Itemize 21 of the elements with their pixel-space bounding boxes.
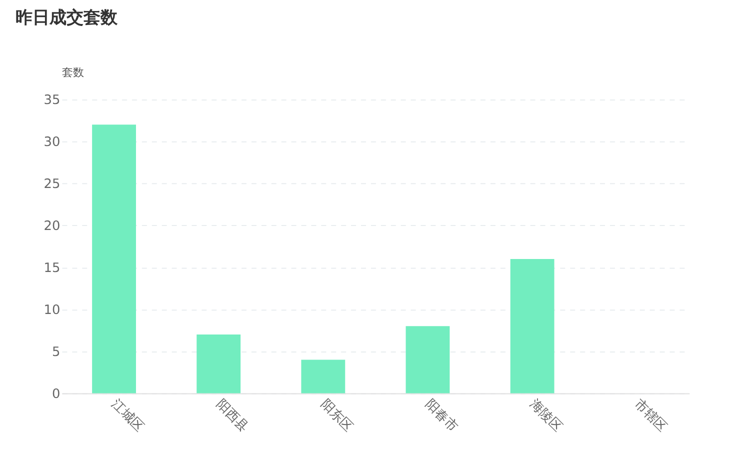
- x-tick-label: 阳西县: [212, 396, 252, 435]
- y-axis-title: 套数: [62, 66, 84, 80]
- bar: [510, 258, 554, 394]
- y-tick-label: 10: [44, 302, 60, 318]
- x-tick-label: 阳春市: [422, 396, 460, 435]
- y-tick-label: 5: [52, 344, 60, 360]
- y-tick-label: 15: [44, 260, 60, 276]
- y-tick-label: 25: [44, 176, 60, 192]
- x-tick-label: 市辖区: [631, 396, 670, 435]
- y-tick-label: 0: [52, 386, 60, 402]
- x-tick-label: 江城区: [108, 396, 147, 435]
- x-tick-label: 阳东区: [318, 396, 356, 435]
- chart-title: 昨日成交套数: [15, 6, 118, 27]
- y-tick-label: 30: [44, 134, 60, 150]
- bar: [301, 360, 346, 394]
- bar: [406, 326, 450, 394]
- bar: [196, 334, 241, 394]
- y-tick-label: 20: [44, 218, 60, 234]
- x-tick-label: 海陵区: [526, 396, 565, 435]
- y-tick-label: 35: [44, 92, 60, 108]
- bar: [92, 124, 136, 394]
